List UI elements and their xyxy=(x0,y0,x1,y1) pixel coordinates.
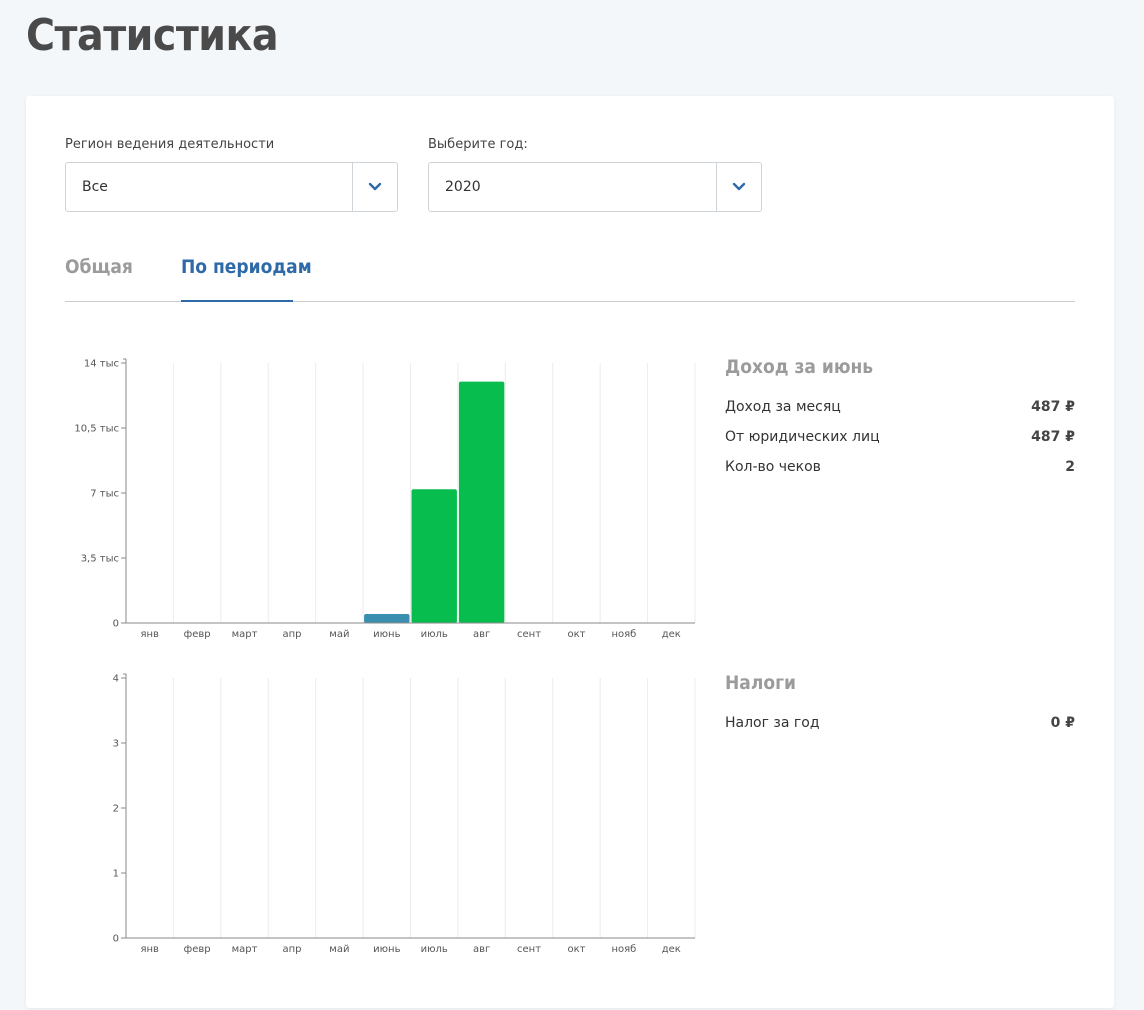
x-tick-label: янв xyxy=(140,629,159,640)
x-tick-label: нояб xyxy=(611,629,636,640)
y-tick-label: 4 xyxy=(113,674,119,685)
x-tick-label: февр xyxy=(184,629,211,640)
bar-июль[interactable] xyxy=(411,489,457,623)
x-tick-label: авг xyxy=(473,944,490,955)
income-panel-title: Доход за июнь xyxy=(725,356,874,378)
stat-row-receipts-count: Кол-во чеков 2 xyxy=(725,459,1075,479)
x-tick-label: июль xyxy=(421,629,448,640)
x-tick-label: март xyxy=(232,944,258,955)
stat-row-month-income: Доход за месяц 487 ₽ xyxy=(725,399,1075,419)
stat-value: 2 xyxy=(1065,459,1075,475)
x-tick-label: окт xyxy=(567,629,585,640)
stat-value: 487 ₽ xyxy=(1031,399,1075,415)
x-tick-label: июль xyxy=(421,944,448,955)
x-tick-label: июнь xyxy=(373,629,400,640)
x-tick-label: дек xyxy=(662,944,681,955)
stat-label: Кол-во чеков xyxy=(725,459,821,475)
y-tick-label: 10,5 тыс xyxy=(74,424,119,435)
y-tick-label: 14 тыс xyxy=(84,359,119,370)
year-label: Выберите год: xyxy=(428,137,528,152)
x-tick-label: апр xyxy=(282,629,301,640)
page-title: Статистика xyxy=(26,10,279,61)
tax-panel-title: Налоги xyxy=(725,672,797,694)
x-tick-label: май xyxy=(329,629,349,640)
region-select-value: Все xyxy=(82,179,108,195)
x-tick-label: апр xyxy=(282,944,301,955)
y-tick-label: 1 xyxy=(113,869,119,880)
x-tick-label: май xyxy=(329,944,349,955)
y-tick-label: 0 xyxy=(113,934,119,945)
y-tick-label: 3 xyxy=(113,739,119,750)
income-chart: 0 3,5 тыс 7 тыс 10,5 тыс 14 тыс янв февр март ап… xyxy=(74,358,696,640)
year-select-value: 2020 xyxy=(445,179,481,195)
stat-value: 487 ₽ xyxy=(1031,429,1075,445)
x-tick-label: янв xyxy=(140,944,159,955)
y-tick-label: 2 xyxy=(113,804,119,815)
stat-label: От юридических лиц xyxy=(725,429,880,445)
y-tick-label: 0 xyxy=(113,619,119,630)
region-select[interactable]: Все xyxy=(65,162,398,212)
x-tick-label: сент xyxy=(517,629,541,640)
chevron-down-icon[interactable] xyxy=(716,163,761,211)
tab-by-periods[interactable]: По периодам xyxy=(181,256,312,278)
stat-label: Налог за год xyxy=(725,715,820,731)
bar-июнь[interactable] xyxy=(364,613,410,623)
y-tick-label: 3,5 тыс xyxy=(81,554,119,565)
y-tick-label: 7 тыс xyxy=(90,489,119,500)
tabs-divider xyxy=(65,301,1075,302)
x-tick-label: март xyxy=(232,629,258,640)
x-tick-label: сент xyxy=(517,944,541,955)
active-tab-indicator xyxy=(181,300,293,302)
x-tick-label: июнь xyxy=(373,944,400,955)
tax-chart: 0 1 2 3 4 янв февр март апр май июнь июль авг сент окт… xyxy=(113,673,696,955)
region-label: Регион ведения деятельности xyxy=(65,137,275,152)
tab-general[interactable]: Общая xyxy=(65,256,133,278)
x-tick-label: нояб xyxy=(611,944,636,955)
chevron-down-icon[interactable] xyxy=(352,163,397,211)
x-tick-label: окт xyxy=(567,944,585,955)
bar-авг[interactable] xyxy=(458,381,505,623)
statistics-card: Регион ведения деятельности Все Выберите… xyxy=(26,96,1114,1008)
stat-label: Доход за месяц xyxy=(725,399,841,415)
stat-value: 0 ₽ xyxy=(1050,715,1075,731)
year-select[interactable]: 2020 xyxy=(428,162,762,212)
stat-row-year-tax: Налог за год 0 ₽ xyxy=(725,715,1075,735)
x-tick-label: февр xyxy=(184,944,211,955)
x-tick-label: дек xyxy=(662,629,681,640)
stat-row-legal-entities: От юридических лиц 487 ₽ xyxy=(725,429,1075,449)
x-tick-label: авг xyxy=(473,629,490,640)
